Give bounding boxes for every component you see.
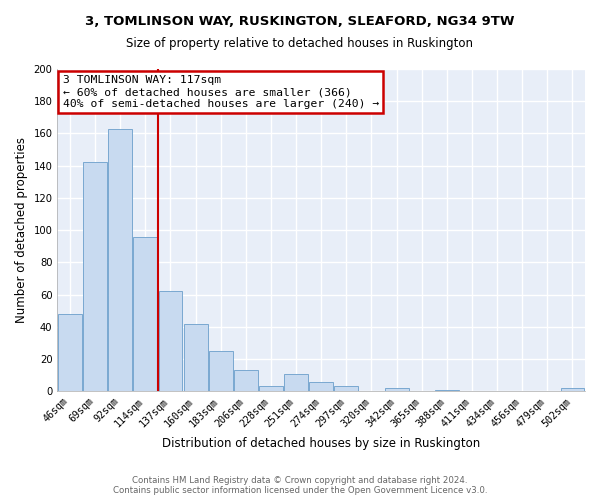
Bar <box>259 386 283 392</box>
Bar <box>158 292 182 392</box>
Text: 3, TOMLINSON WAY, RUSKINGTON, SLEAFORD, NG34 9TW: 3, TOMLINSON WAY, RUSKINGTON, SLEAFORD, … <box>85 15 515 28</box>
Bar <box>58 314 82 392</box>
Bar <box>334 386 358 392</box>
Bar <box>385 388 409 392</box>
Bar <box>234 370 258 392</box>
Text: 3 TOMLINSON WAY: 117sqm
← 60% of detached houses are smaller (366)
40% of semi-d: 3 TOMLINSON WAY: 117sqm ← 60% of detache… <box>62 76 379 108</box>
Bar <box>108 128 132 392</box>
X-axis label: Distribution of detached houses by size in Ruskington: Distribution of detached houses by size … <box>162 437 481 450</box>
Bar <box>560 388 584 392</box>
Bar <box>209 351 233 392</box>
Bar <box>309 382 333 392</box>
Text: Size of property relative to detached houses in Ruskington: Size of property relative to detached ho… <box>127 38 473 51</box>
Bar <box>184 324 208 392</box>
Bar <box>435 390 459 392</box>
Bar <box>133 236 157 392</box>
Y-axis label: Number of detached properties: Number of detached properties <box>15 137 28 323</box>
Text: Contains HM Land Registry data © Crown copyright and database right 2024.
Contai: Contains HM Land Registry data © Crown c… <box>113 476 487 495</box>
Bar <box>83 162 107 392</box>
Bar <box>284 374 308 392</box>
